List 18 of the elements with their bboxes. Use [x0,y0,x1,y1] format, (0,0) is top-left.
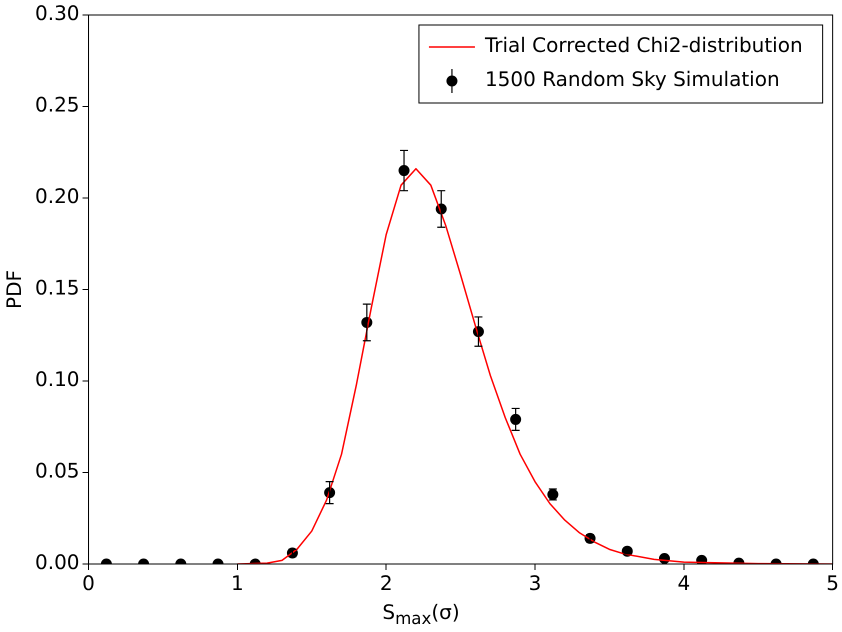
y-tick-label: 0.30 [35,1,80,26]
x-tick-label: 0 [82,571,95,596]
point [398,165,410,176]
y-axis-title: PDF [2,270,26,309]
x-tick-label: 3 [528,571,542,596]
legend-label: Trial Corrected Chi2-distribution [484,33,803,58]
x-axis-title: S$_{max}$(σ) [381,600,461,628]
legend-label: 1500 Random Sky Simulation [484,67,780,92]
x-tick-label: 5 [826,571,840,596]
y-tick-label: 0.00 [35,550,80,574]
y-tick-label: 0.05 [35,458,80,483]
y-tick-label: 0.25 [35,92,80,117]
x-tick-label: 1 [230,571,244,596]
x-tick-label: 4 [677,571,690,596]
y-tick-label: 0.15 [35,276,80,300]
y-tick-label: 0.10 [35,367,80,392]
y-tick-label: 0.20 [35,184,80,208]
x-tick-label: 2 [380,571,393,596]
